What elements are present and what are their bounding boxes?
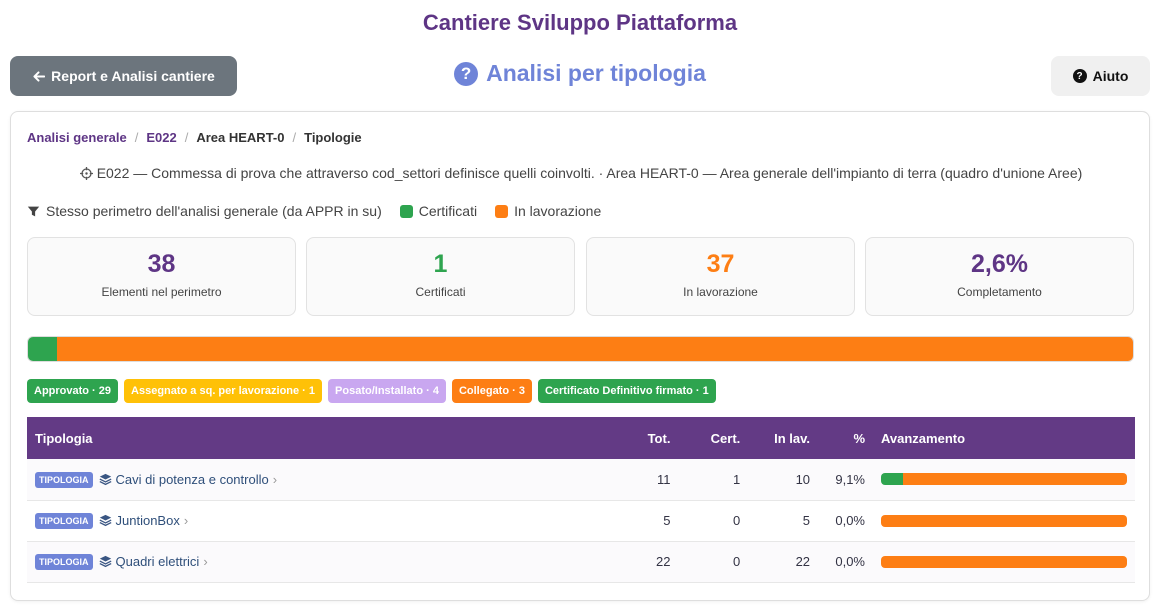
filter-icon	[27, 206, 40, 216]
page-heading-text: Analisi per tipologia	[486, 60, 706, 86]
row-progress-in-progress	[903, 473, 1127, 486]
back-button[interactable]: Report e Analisi cantiere	[10, 56, 237, 96]
cell-cert: 0	[678, 541, 749, 583]
col-header-progress: Avanzamento	[873, 417, 1135, 459]
status-badge: Posato/Installato · 4	[328, 379, 446, 403]
layers-icon	[99, 515, 111, 527]
cell-tot: 11	[623, 459, 679, 501]
stat-value: 2,6%	[971, 250, 1028, 278]
cell-inlav: 10	[748, 459, 819, 501]
cell-pct: 0,0%	[818, 500, 873, 542]
row-progress-certified	[881, 473, 904, 486]
typology-table: Tipologia Tot. Cert. In lav. % Avanzamen…	[27, 417, 1135, 583]
col-header-tipologia: Tipologia	[27, 417, 624, 459]
stat-label: In lavorazione	[683, 285, 758, 299]
breadcrumb-separator: /	[292, 130, 297, 145]
breadcrumb-tipologie: Tipologie	[304, 130, 362, 145]
stat-value: 37	[706, 250, 735, 278]
status-badge: Approvato · 29	[27, 379, 119, 403]
stat-card-in-progress: 37 In lavorazione	[586, 237, 855, 316]
breadcrumb-analisi-generale[interactable]: Analisi generale	[27, 130, 127, 145]
cell-tipologia: TIPOLOGIA JuntionBox ›	[27, 500, 624, 542]
help-button-label: Aiuto	[1092, 68, 1129, 84]
col-header-pct: %	[818, 417, 873, 459]
stat-label: Elementi nel perimetro	[101, 285, 222, 299]
table-row[interactable]: TIPOLOGIA Cavi di potenza e controllo › 11…	[27, 459, 1135, 501]
breadcrumb: Analisi generale / E022 / Area HEART-0 /…	[27, 130, 362, 145]
cell-tipologia: TIPOLOGIA Cavi di potenza e controllo ›	[27, 459, 624, 501]
row-progress-in-progress	[881, 514, 1127, 527]
filter-text: Stesso perimetro dell'analisi generale (…	[46, 203, 382, 219]
tipologia-tag: TIPOLOGIA	[35, 512, 93, 529]
stat-value: 1	[433, 250, 448, 278]
typology-link[interactable]: Quadri elettrici	[115, 554, 200, 570]
crosshairs-icon	[79, 166, 93, 180]
question-circle-icon: ?	[1072, 69, 1087, 83]
col-header-cert: Cert.	[678, 417, 749, 459]
breadcrumb-commessa[interactable]: E022	[146, 130, 177, 145]
legend-in-progress-label: In lavorazione	[514, 203, 602, 219]
row-progress-in-progress	[881, 555, 1127, 568]
table-header-row: Tipologia Tot. Cert. In lav. % Avanzamen…	[27, 417, 1135, 459]
status-badge: Collegato · 3	[451, 379, 532, 403]
context-description: E022 — Commessa di prova che attraverso …	[11, 165, 1151, 181]
typology-link[interactable]: JuntionBox	[115, 513, 180, 529]
analysis-card: Analisi generale / E022 / Area HEART-0 /…	[10, 111, 1150, 601]
col-header-inlav: In lav.	[748, 417, 819, 459]
breadcrumb-area: Area HEART-0	[196, 130, 285, 145]
tipologia-tag: TIPOLOGIA	[35, 471, 93, 488]
table-row[interactable]: TIPOLOGIA JuntionBox › 5 0 5 0,0%	[27, 500, 1135, 542]
typology-link[interactable]: Cavi di potenza e controllo	[115, 472, 269, 488]
cell-progress	[873, 459, 1135, 501]
cell-cert: 1	[678, 459, 749, 501]
status-badges: Approvato · 29 Assegnato a sq. per lavor…	[27, 379, 716, 403]
overall-progress-bar	[27, 336, 1134, 362]
cell-pct: 9,1%	[818, 459, 873, 501]
overall-progress-in-progress	[56, 337, 1133, 361]
cell-tot: 22	[623, 541, 679, 583]
layers-icon	[99, 473, 111, 486]
row-progress-bar	[881, 514, 1127, 527]
chevron-right-icon: ›	[183, 513, 189, 529]
site-title: Cantiere Sviluppo Piattaforma	[422, 10, 738, 35]
overall-progress-certified	[28, 337, 57, 361]
stat-value: 38	[147, 250, 176, 278]
status-badge: Certificato Definitivo firmato · 1	[537, 379, 716, 403]
back-button-label: Report e Analisi cantiere	[51, 68, 215, 84]
cell-cert: 0	[678, 500, 749, 542]
chevron-right-icon: ›	[203, 554, 208, 570]
breadcrumb-separator: /	[184, 130, 189, 145]
breadcrumb-separator: /	[134, 130, 139, 145]
stat-label: Certificati	[415, 285, 466, 299]
question-circle-icon: ?	[454, 61, 479, 86]
layers-icon	[99, 556, 111, 568]
chevron-right-icon: ›	[272, 472, 278, 488]
tipologia-tag: TIPOLOGIA	[35, 553, 93, 570]
arrow-left-icon	[33, 70, 46, 82]
status-badge: Assegnato a sq. per lavorazione · 1	[124, 379, 323, 403]
description-text: E022 — Commessa di prova che attraverso …	[96, 165, 1083, 181]
cell-inlav: 22	[748, 541, 819, 583]
cell-progress	[873, 541, 1135, 583]
cell-pct: 0,0%	[818, 541, 873, 583]
stat-card-total: 38 Elementi nel perimetro	[27, 237, 296, 316]
cell-progress	[873, 500, 1135, 542]
col-header-tot: Tot.	[623, 417, 679, 459]
help-button[interactable]: ? Aiuto	[1051, 56, 1150, 96]
legend-certified-swatch	[399, 204, 413, 218]
cell-tipologia: TIPOLOGIA Quadri elettrici ›	[27, 541, 624, 583]
legend-in-progress-swatch	[495, 204, 509, 218]
cell-tot: 5	[623, 500, 679, 542]
cell-inlav: 5	[748, 500, 819, 542]
stat-card-completion: 2,6% Completamento	[865, 237, 1134, 316]
table-row[interactable]: TIPOLOGIA Quadri elettrici › 22 0 22 0,0%	[27, 541, 1135, 583]
stat-label: Completamento	[957, 285, 1042, 299]
legend: Stesso perimetro dell'analisi generale (…	[27, 203, 601, 219]
stat-card-certified: 1 Certificati	[306, 237, 575, 316]
legend-certified-label: Certificati	[418, 203, 478, 219]
row-progress-bar	[881, 555, 1127, 568]
row-progress-bar	[881, 473, 1127, 486]
